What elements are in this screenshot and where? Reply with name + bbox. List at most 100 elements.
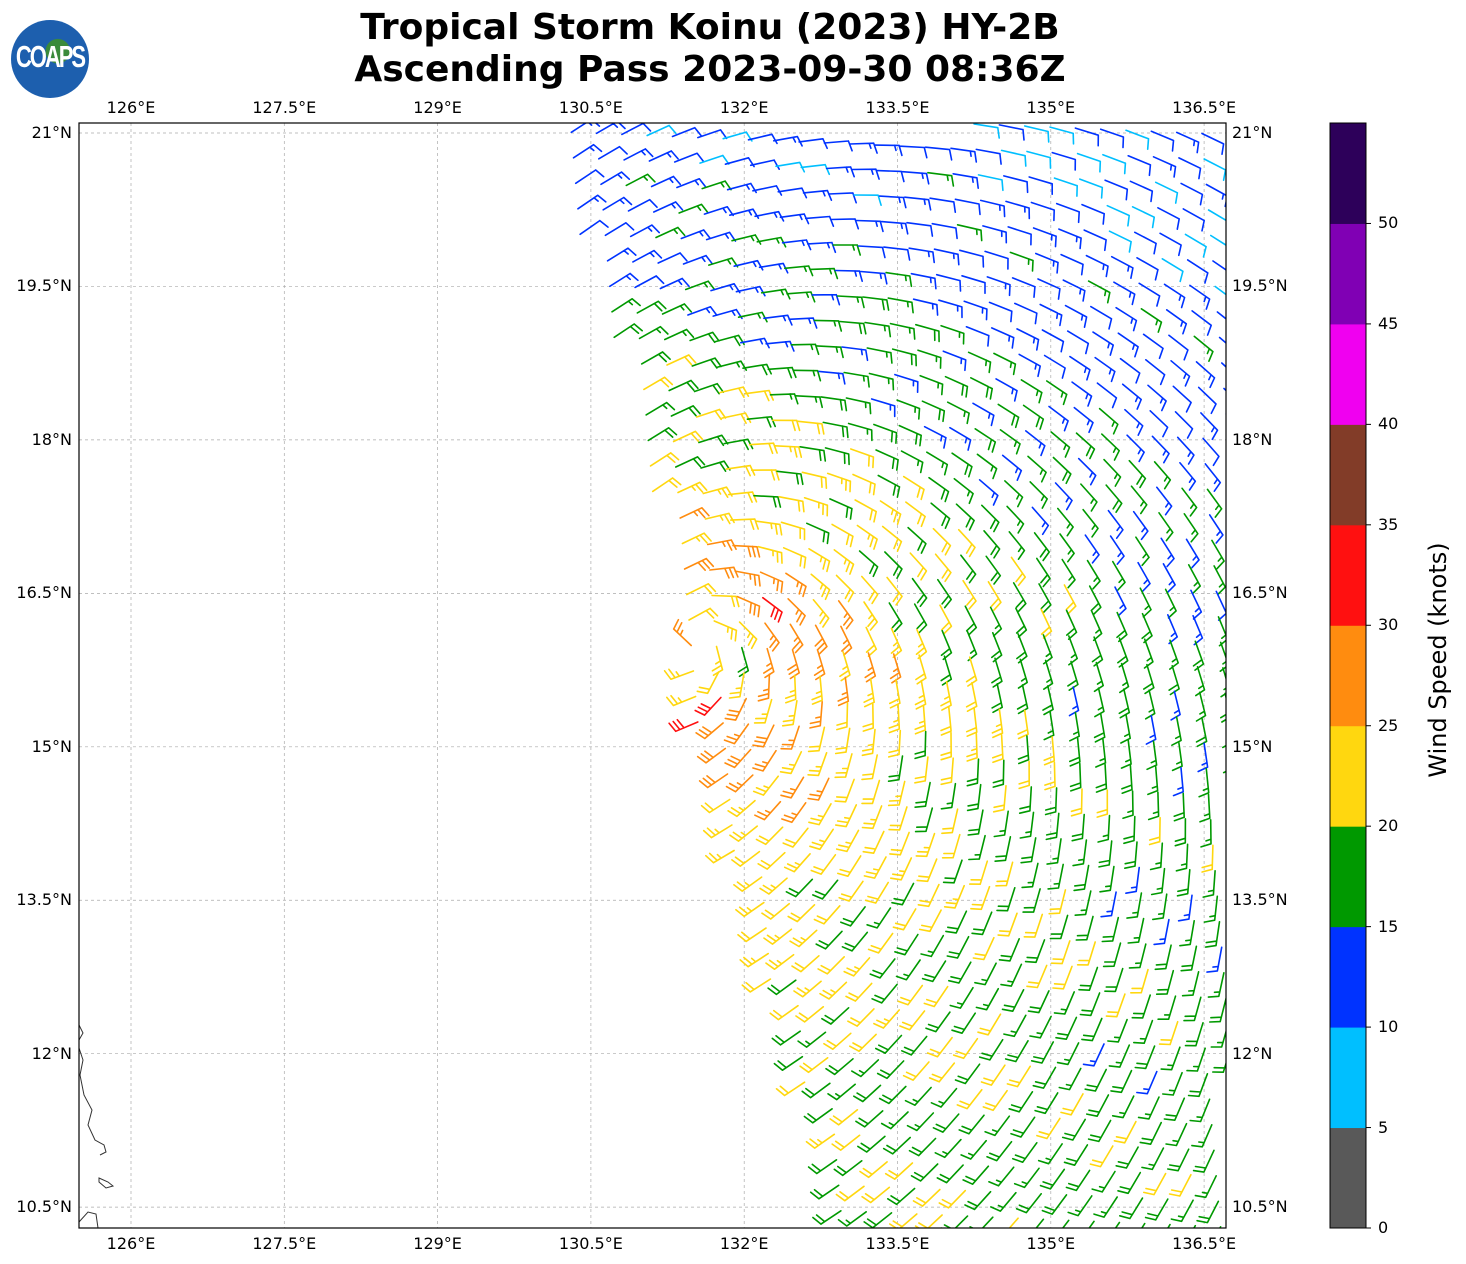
wind-barb <box>982 1089 1008 1112</box>
wind-barb <box>866 907 892 929</box>
wind-barb <box>710 283 741 294</box>
wind-barb <box>926 1036 953 1058</box>
wind-barb <box>864 321 892 338</box>
wind-barb <box>829 498 853 520</box>
wind-barb <box>673 152 705 163</box>
wind-barb <box>657 252 688 264</box>
wind-barb <box>874 144 903 157</box>
wind-barb <box>653 201 684 213</box>
wind-barb <box>851 168 880 180</box>
wind-barb <box>931 222 958 240</box>
wind-barb <box>722 131 753 142</box>
wind-barb <box>1100 891 1117 918</box>
wind-barb <box>870 398 896 418</box>
wind-barb <box>696 747 727 764</box>
wind-barb <box>859 270 888 285</box>
wind-barb <box>758 262 789 274</box>
wind-barb <box>783 853 811 873</box>
wind-barb <box>925 1011 951 1033</box>
wind-barb <box>1219 641 1226 672</box>
wind-barb <box>1098 840 1113 868</box>
wind-barb <box>1001 989 1025 1012</box>
colorbar-segment <box>1330 524 1366 626</box>
wind-barb <box>1088 585 1102 616</box>
wind-barb <box>1121 764 1133 794</box>
lat-label-left: 16.5°N <box>16 583 72 603</box>
wind-barb <box>1011 277 1036 298</box>
wind-barb <box>1167 614 1178 645</box>
wind-barb <box>762 596 783 623</box>
wind-barb <box>786 291 816 303</box>
wind-barb <box>799 1057 829 1074</box>
wind-barb <box>857 1135 886 1153</box>
wind-barb <box>703 206 734 217</box>
wind-barb <box>990 1191 1017 1212</box>
wind-barb <box>1061 558 1076 589</box>
wind-barb <box>973 123 1000 139</box>
wind-barb <box>856 524 878 550</box>
wind-barb <box>1187 1073 1209 1098</box>
wind-barb <box>940 1215 969 1228</box>
wind-barb <box>989 606 1003 637</box>
wind-barb <box>802 189 833 201</box>
wind-barb <box>691 357 722 369</box>
wind-barb <box>886 576 903 606</box>
wind-barb <box>1057 507 1074 537</box>
wind-barb <box>913 603 928 634</box>
wind-barb <box>862 830 885 854</box>
wind-barb <box>1115 1146 1139 1169</box>
wind-barb <box>1214 285 1226 296</box>
wind-barb <box>1112 560 1126 591</box>
wind-barb <box>1030 201 1055 222</box>
wind-barb <box>1091 610 1103 642</box>
wind-barb <box>956 1088 983 1110</box>
wind-barb <box>972 402 995 427</box>
wind-barb <box>808 548 831 573</box>
colorbar-tick-label: 25 <box>1378 715 1399 735</box>
lon-label-top: 133.5°E <box>865 98 930 117</box>
wind-barb <box>1105 993 1126 1018</box>
wind-barb <box>806 522 830 545</box>
wind-barb <box>1027 455 1047 483</box>
wind-barb <box>1024 125 1050 143</box>
wind-barb <box>1128 943 1147 969</box>
lat-label-left: 19.5°N <box>16 276 72 296</box>
wind-barb <box>837 600 854 630</box>
wind-barb <box>1213 565 1226 596</box>
colorbar-tick-label: 30 <box>1378 615 1399 635</box>
wind-barb <box>1201 844 1214 873</box>
wind-barb <box>1073 864 1090 892</box>
wind-barb <box>861 575 879 605</box>
wind-barb <box>1152 893 1168 921</box>
wind-barb <box>1114 1221 1121 1228</box>
wind-barb <box>701 180 732 191</box>
wind-barb <box>1137 561 1151 592</box>
wind-barb <box>789 929 818 948</box>
wind-barb <box>928 476 950 503</box>
wind-barb <box>1028 176 1053 195</box>
wind-barb <box>1037 278 1061 300</box>
wind-barb <box>829 1109 859 1126</box>
wind-barb <box>1195 691 1207 722</box>
lon-label-bottom: 126°E <box>106 1234 156 1253</box>
wind-barb <box>896 399 921 420</box>
wind-barb <box>752 749 777 772</box>
wind-barb <box>1035 1218 1045 1228</box>
wind-barb <box>1124 408 1144 436</box>
wind-barb <box>1003 175 1029 194</box>
wind-barb <box>919 374 944 396</box>
wind-barb <box>1174 411 1194 439</box>
wind-barb <box>825 166 855 178</box>
wind-barb <box>1077 457 1097 486</box>
wind-barb <box>1107 509 1124 539</box>
wind-barb <box>1212 1060 1226 1073</box>
wind-barb <box>708 257 739 268</box>
wind-barb <box>891 882 915 906</box>
wind-barb <box>967 809 984 836</box>
wind-barb <box>867 932 894 954</box>
wind-barb <box>1108 230 1132 253</box>
wind-barb <box>1195 666 1206 697</box>
wind-barb <box>711 645 724 676</box>
wind-barb <box>1164 588 1177 619</box>
wind-barb <box>975 148 1002 165</box>
